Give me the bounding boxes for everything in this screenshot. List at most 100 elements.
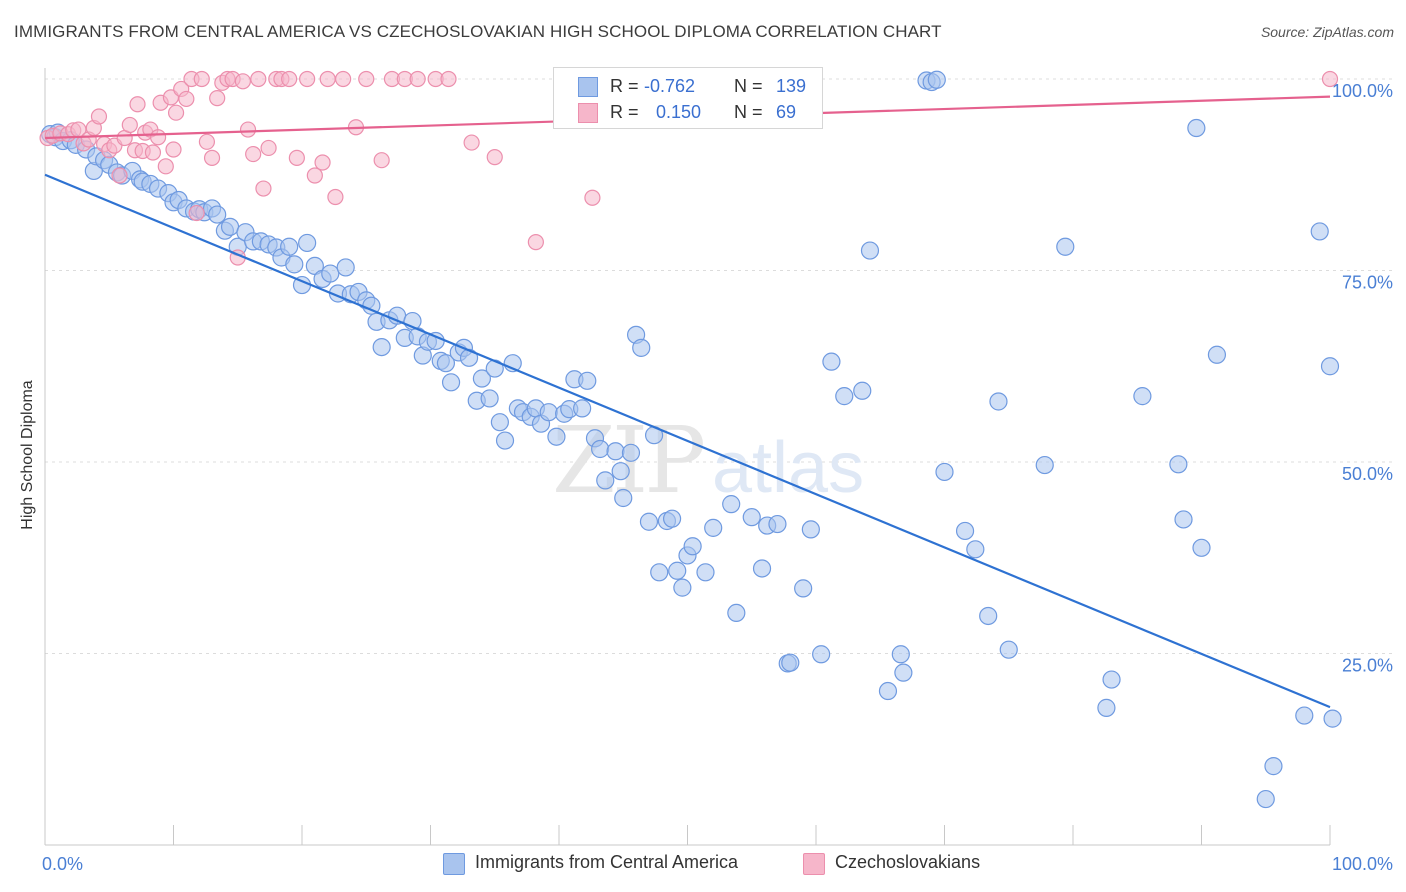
point-central-america bbox=[1310, 222, 1329, 241]
n-label: N = bbox=[734, 76, 763, 96]
point-central-america bbox=[208, 205, 227, 224]
point-central-america bbox=[727, 603, 746, 623]
point-central-america bbox=[1174, 510, 1193, 529]
point-central-america bbox=[490, 413, 509, 432]
y-tick-label: 75.0% bbox=[1342, 273, 1393, 293]
blue-swatch bbox=[443, 853, 465, 875]
point-central-america bbox=[742, 508, 761, 527]
point-central-america bbox=[801, 520, 820, 539]
point-czechoslovakian bbox=[527, 234, 544, 251]
r-value: -0.762 bbox=[644, 76, 696, 96]
point-central-america bbox=[441, 373, 461, 392]
point-central-america bbox=[372, 338, 391, 357]
point-czechoslovakian bbox=[245, 145, 262, 163]
point-central-america bbox=[853, 381, 872, 400]
point-central-america bbox=[1056, 237, 1075, 256]
point-czechoslovakian bbox=[358, 70, 375, 88]
y-tick-label: 50.0% bbox=[1342, 464, 1393, 484]
watermark: ZIP atlas bbox=[552, 407, 864, 514]
chart-title: IMMIGRANTS FROM CENTRAL AMERICA VS CZECH… bbox=[14, 22, 942, 41]
point-central-america bbox=[1295, 706, 1314, 725]
point-central-america bbox=[472, 369, 491, 388]
point-czechoslovakian bbox=[193, 70, 210, 88]
point-central-america bbox=[1133, 387, 1152, 406]
point-czechoslovakian bbox=[440, 70, 457, 88]
point-central-america bbox=[1207, 345, 1227, 364]
point-central-america bbox=[1035, 455, 1054, 475]
point-central-america bbox=[752, 559, 772, 578]
point-czechoslovakian bbox=[167, 104, 185, 121]
point-czechoslovakian bbox=[111, 167, 128, 184]
point-czechoslovakian bbox=[165, 141, 182, 158]
point-central-america bbox=[955, 521, 975, 541]
point-czechoslovakian bbox=[250, 70, 267, 88]
point-czechoslovakian bbox=[198, 133, 216, 150]
point-czechoslovakian bbox=[188, 204, 205, 222]
point-central-america bbox=[298, 233, 317, 253]
point-central-america bbox=[860, 241, 880, 260]
point-czechoslovakian bbox=[260, 139, 277, 157]
pink-swatch bbox=[578, 103, 598, 123]
blue-swatch bbox=[578, 77, 598, 97]
point-central-america bbox=[781, 653, 800, 672]
point-central-america bbox=[621, 443, 641, 462]
point-central-america bbox=[436, 354, 456, 373]
point-central-america bbox=[696, 563, 715, 582]
correlation-legend: R = -0.762 N = 139 R = 0.150 N = 69 bbox=[553, 67, 823, 129]
point-central-america bbox=[547, 427, 566, 446]
r-label: R = bbox=[610, 76, 639, 96]
point-czechoslovakian bbox=[335, 70, 352, 88]
point-czechoslovakian bbox=[306, 167, 323, 184]
point-czechoslovakian bbox=[121, 116, 138, 134]
x-tick-label: 100.0% bbox=[1332, 854, 1393, 874]
data-points bbox=[39, 70, 1342, 809]
point-central-america bbox=[891, 645, 910, 664]
point-central-america bbox=[794, 579, 813, 598]
point-central-america bbox=[285, 255, 304, 274]
point-central-america bbox=[704, 518, 723, 537]
y-tick-label: 100.0% bbox=[1332, 81, 1393, 101]
point-czechoslovakian bbox=[1321, 70, 1339, 88]
point-central-america bbox=[1192, 538, 1211, 557]
point-central-america bbox=[768, 514, 787, 534]
point-czechoslovakian bbox=[203, 149, 221, 166]
point-czechoslovakian bbox=[281, 70, 298, 88]
point-czechoslovakian bbox=[299, 70, 316, 88]
point-central-america bbox=[591, 439, 610, 459]
point-central-america bbox=[1320, 357, 1340, 376]
point-czechoslovakian bbox=[178, 90, 195, 108]
point-czechoslovakian bbox=[327, 188, 344, 206]
r-value: 0.150 bbox=[656, 102, 702, 122]
point-czechoslovakian bbox=[239, 121, 257, 138]
watermark-atlas: atlas bbox=[712, 428, 864, 508]
point-central-america bbox=[966, 540, 985, 559]
point-czechoslovakian bbox=[486, 149, 503, 166]
point-czechoslovakian bbox=[209, 90, 226, 107]
point-czechoslovakian bbox=[314, 154, 331, 171]
legend-label: Immigrants from Central America bbox=[475, 852, 739, 872]
point-central-america bbox=[999, 640, 1018, 659]
point-central-america bbox=[1169, 455, 1188, 474]
axes bbox=[44, 68, 1331, 846]
point-czechoslovakian bbox=[157, 158, 174, 175]
point-central-america bbox=[1187, 118, 1206, 138]
point-central-america bbox=[835, 387, 854, 406]
point-central-america bbox=[611, 462, 630, 481]
point-central-america bbox=[927, 70, 946, 89]
grid-lines bbox=[45, 78, 1392, 654]
point-central-america bbox=[1256, 789, 1275, 809]
point-central-america bbox=[336, 258, 355, 277]
point-central-america bbox=[812, 645, 831, 664]
pink-swatch bbox=[803, 853, 825, 875]
point-central-america bbox=[596, 471, 615, 490]
n-value: 139 bbox=[776, 76, 807, 96]
n-value: 69 bbox=[776, 102, 797, 122]
point-central-america bbox=[979, 606, 998, 626]
point-central-america bbox=[722, 495, 741, 514]
point-czechoslovakian bbox=[90, 108, 108, 125]
point-central-america bbox=[662, 509, 682, 528]
r-label: R = bbox=[610, 102, 639, 122]
point-central-america bbox=[878, 681, 898, 701]
point-central-america bbox=[321, 264, 340, 283]
